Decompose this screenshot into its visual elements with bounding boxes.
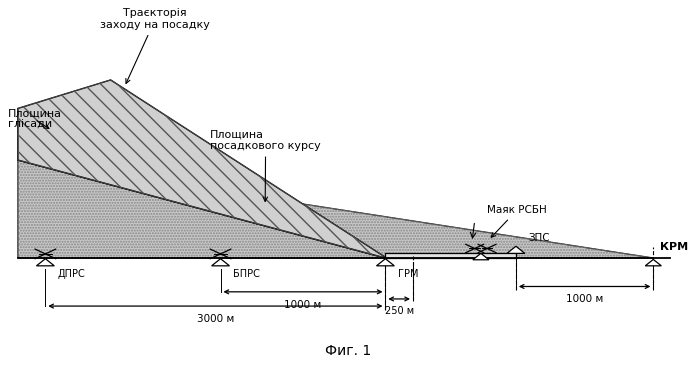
Text: Площина
посадкового курсу: Площина посадкового курсу (210, 130, 321, 201)
Polygon shape (507, 246, 525, 254)
Polygon shape (473, 254, 489, 260)
Polygon shape (18, 160, 654, 258)
Polygon shape (212, 259, 229, 266)
Text: 1000 м: 1000 м (284, 300, 322, 310)
Polygon shape (377, 259, 394, 266)
Text: ГРМ: ГРМ (398, 269, 418, 279)
Text: ДПРС: ДПРС (58, 269, 85, 279)
Text: 1000 м: 1000 м (566, 294, 603, 304)
Polygon shape (645, 259, 661, 266)
Polygon shape (18, 108, 385, 258)
Text: Площина
глісади: Площина глісади (8, 108, 62, 130)
Text: Маяк РСБН: Маяк РСБН (487, 205, 547, 237)
Polygon shape (18, 80, 385, 258)
Polygon shape (385, 253, 516, 258)
Text: БПРС: БПРС (233, 269, 260, 279)
Text: 250 м: 250 м (384, 306, 414, 316)
Polygon shape (36, 259, 55, 266)
Text: Траєкторія
заходу на посадку: Траєкторія заходу на посадку (101, 8, 210, 83)
Text: Фиг. 1: Фиг. 1 (324, 344, 370, 358)
Text: 3000 м: 3000 м (197, 314, 234, 324)
Text: КРМ: КРМ (660, 242, 689, 252)
Text: ЗПС: ЗПС (528, 233, 550, 243)
